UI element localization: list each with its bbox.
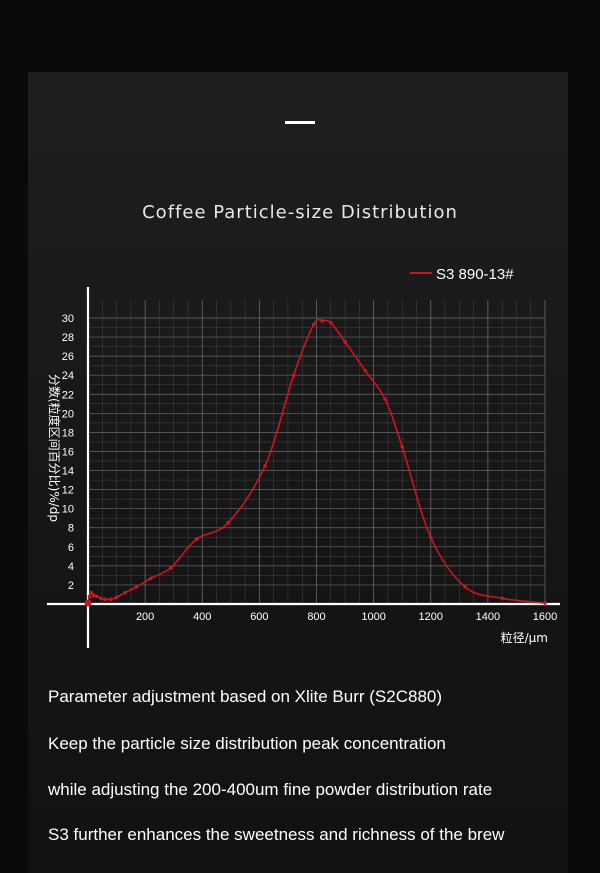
y-tick-label: 20 xyxy=(62,408,74,420)
y-tick-label: 4 xyxy=(68,561,74,573)
y-tick-label: 22 xyxy=(62,389,74,401)
x-tick-label: 800 xyxy=(307,611,325,623)
origin-marker xyxy=(84,599,92,607)
data-point xyxy=(103,597,107,602)
data-point xyxy=(363,368,367,373)
data-point xyxy=(400,444,404,449)
y-tick-label: 24 xyxy=(62,370,74,382)
y-tick-label: 16 xyxy=(62,446,74,458)
data-point xyxy=(320,319,325,323)
description-line-1: Parameter adjustment based on Xlite Burr… xyxy=(48,687,443,706)
data-point xyxy=(169,565,173,570)
data-point xyxy=(194,537,199,541)
x-tick-label: 1200 xyxy=(419,611,443,623)
chart-legend: S3 890-13# xyxy=(410,266,514,283)
data-point xyxy=(149,576,153,581)
data-point xyxy=(263,463,267,468)
y-tick-label: 6 xyxy=(68,542,74,554)
data-point xyxy=(123,590,127,595)
description-line-2: Keep the particle size distribution peak… xyxy=(48,734,446,753)
data-point xyxy=(543,601,547,605)
data-point xyxy=(500,596,504,601)
x-tick-label: 400 xyxy=(193,611,211,623)
data-point xyxy=(463,585,467,589)
data-point xyxy=(134,585,139,589)
chart-axes xyxy=(47,287,560,648)
chart-grid xyxy=(88,300,546,604)
data-point xyxy=(89,590,94,595)
y-tick-label: 12 xyxy=(62,485,74,497)
y-tick-label: 26 xyxy=(62,351,74,363)
y-tick-label: 28 xyxy=(62,332,74,344)
data-point xyxy=(328,320,333,325)
data-point xyxy=(87,594,92,599)
data-point xyxy=(109,597,113,602)
content-panel xyxy=(28,72,568,873)
chart-plot xyxy=(84,318,547,607)
x-tick-label: 600 xyxy=(250,611,268,623)
data-point xyxy=(343,340,347,344)
y-tick-label: 30 xyxy=(62,313,74,325)
data-point xyxy=(94,594,99,599)
description-line-3: while adjusting the 200-400um fine powde… xyxy=(48,780,493,799)
data-point xyxy=(291,373,296,378)
decorative-dash xyxy=(285,121,315,124)
data-point xyxy=(428,535,433,540)
y-tick-label: 10 xyxy=(62,504,74,516)
data-point xyxy=(114,595,119,600)
data-point xyxy=(383,397,387,401)
data-point xyxy=(226,521,230,525)
x-tick-label: 1400 xyxy=(476,611,500,623)
y-tick-label: 8 xyxy=(68,523,74,535)
legend-label: S3 890-13# xyxy=(436,266,514,283)
series-line xyxy=(87,318,546,604)
chart-title: Coffee Particle-size Distribution xyxy=(142,202,458,223)
description-line-4: S3 further enhances the sweetness and ri… xyxy=(48,825,505,844)
y-tick-label: 14 xyxy=(62,466,74,478)
data-point xyxy=(99,596,103,601)
data-point xyxy=(91,593,96,598)
y-tick-label: 18 xyxy=(62,427,74,439)
x-tick-label: 200 xyxy=(136,611,154,623)
data-point xyxy=(311,322,316,327)
x-tick-label: 1600 xyxy=(533,611,557,623)
x-axis-label: 粒径/μm xyxy=(501,630,548,645)
y-axis-label: 分数(粒度区间百分比)%/dp xyxy=(47,374,62,522)
y-tick-label: 2 xyxy=(68,580,74,592)
x-tick-label: 1000 xyxy=(361,611,385,623)
